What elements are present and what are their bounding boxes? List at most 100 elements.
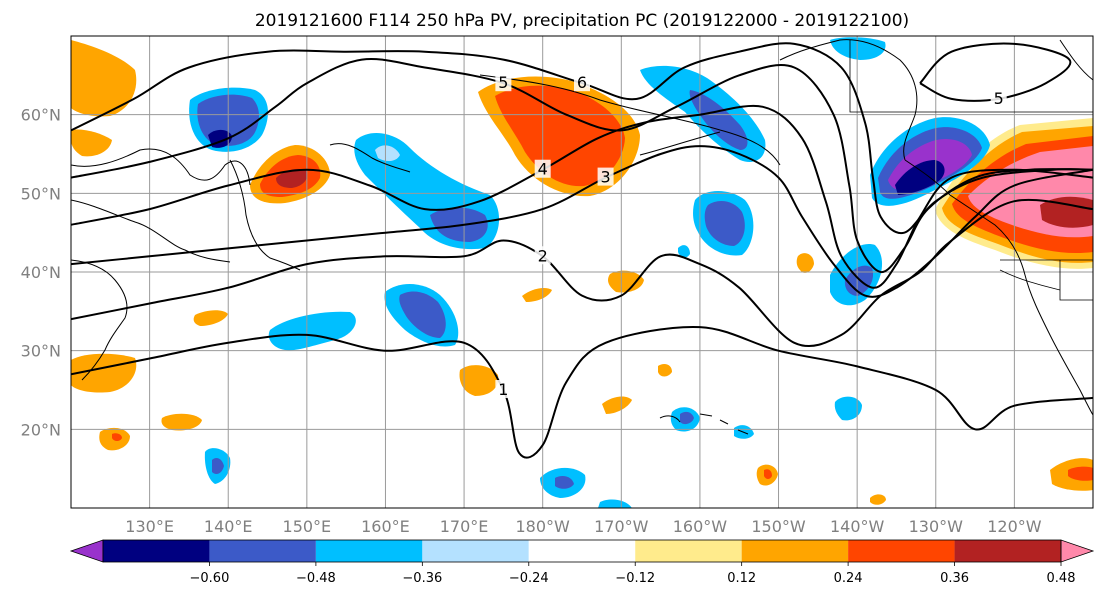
colorbar-tick-label: −0.60 (190, 571, 230, 586)
precip-area-negative (212, 458, 224, 474)
pv-contour-label-bg (534, 159, 551, 178)
latitude-tick-label: 50°N (21, 184, 61, 203)
colorbar-swatch (103, 540, 210, 562)
longitude-tick-label: 160°W (673, 517, 728, 536)
longitude-labels: 130°E 140°E 150°E 160°E 170°E 180°W 170°W 160°W… (125, 517, 1041, 536)
map-title: 2019121600 F114 250 hPa PV, precipitatio… (255, 11, 909, 31)
colorbar-swatch (528, 540, 636, 562)
pv-contour-label-bg (990, 88, 1007, 107)
colorbar-tick-label: 0.12 (727, 571, 756, 586)
pv-contour-label: 5 (994, 89, 1004, 108)
pv-contour-label-bg (495, 380, 512, 398)
pv-contour-label: 1 (498, 380, 508, 399)
precip-area-negative (895, 160, 945, 195)
coastline (329, 143, 411, 173)
precip-area-positive (193, 310, 228, 326)
longitude-tick-label: 160°E (361, 517, 410, 536)
longitude-tick-label: 170°E (440, 517, 489, 536)
precip-area-negative (598, 499, 632, 508)
pv-contour-label-bg (534, 246, 551, 265)
colorbar-swatch (315, 540, 423, 562)
latitude-tick-label: 60°N (21, 106, 61, 125)
latitude-tick-label: 20°N (21, 420, 61, 439)
pv-contour-label: 3 (600, 168, 610, 187)
precip-area-negative (844, 265, 874, 296)
pv-contour-label: 4 (538, 160, 548, 179)
precip-area-positive (658, 364, 672, 377)
precip-area-positive (1040, 196, 1093, 228)
longitude-tick-label: 180°W (516, 517, 571, 536)
precip-area-negative (268, 311, 356, 351)
colorbar-swatch (635, 540, 742, 562)
precip-area-positive (161, 413, 202, 431)
colorbar-swatch (848, 540, 955, 562)
longitude-tick-label: 130°W (909, 517, 964, 536)
colorbar-tick-label: −0.12 (615, 571, 655, 586)
precip-area-positive (495, 85, 625, 187)
pv-contour-line (919, 42, 1072, 102)
pv-contour-line (71, 42, 1093, 235)
precip-area-positive (522, 288, 552, 302)
coastline (1059, 39, 1093, 81)
coastline (779, 39, 918, 161)
precip-area-positive (112, 433, 122, 441)
colorbar-tick-label: 0.48 (1047, 571, 1076, 586)
precip-area-positive (796, 253, 814, 273)
pv-contour-label: 5 (498, 73, 508, 92)
precip-area-positive (764, 469, 772, 479)
precip-area-positive (608, 270, 644, 293)
pv-contour-line (71, 198, 1093, 348)
coastline (71, 259, 128, 381)
pv-contour-line (71, 104, 1093, 289)
pv-contour-label: 2 (538, 246, 548, 265)
coastline (639, 131, 721, 156)
precip-area-positive (459, 365, 499, 396)
colorbar: −0.60 −0.48 −0.36 −0.24 −0.12 0.12 0.24 0.36 0.4… (69, 539, 1095, 586)
graticule (71, 36, 1093, 508)
longitude-tick-label: 130°E (125, 517, 174, 536)
precip-area-negative (689, 90, 748, 150)
latitude-tick-label: 40°N (21, 263, 61, 282)
colorbar-swatch (954, 540, 1061, 562)
coastline (71, 199, 231, 263)
colorbar-extend-low (69, 539, 104, 563)
precip-area-positive (1068, 466, 1093, 481)
pv-contour-label: 6 (577, 73, 587, 92)
precip-area-positive (71, 40, 137, 117)
pv-contour-label-bg (574, 73, 590, 92)
coastline (479, 74, 781, 166)
longitude-tick-label: 120°W (987, 517, 1042, 536)
colorbar-swatch (209, 540, 316, 562)
colorbar-tick-label: −0.48 (296, 571, 336, 586)
precip-area-positive (71, 353, 137, 393)
precip-area-negative (375, 145, 400, 162)
colorbar-tick-label: −0.36 (402, 571, 442, 586)
border-line (849, 40, 1093, 113)
pv-contour-label-bg (495, 73, 512, 92)
colorbar-extend-high (1060, 539, 1095, 563)
precip-area-negative (704, 200, 745, 246)
coastline (229, 159, 301, 271)
pv-contour-line (71, 145, 1093, 298)
precip-area-positive (602, 396, 632, 414)
colorbar-tick-label: 0.24 (834, 571, 863, 586)
latitude-labels: 20°N 30°N 40°N 50°N 60°N (21, 106, 61, 440)
border-line (999, 259, 1093, 301)
coastline (71, 148, 251, 186)
precip-area-negative (834, 396, 862, 421)
precip-area-negative (555, 476, 574, 489)
precip-area-positive (870, 494, 886, 505)
borders (849, 40, 1093, 301)
pv-contour-line (71, 58, 1093, 274)
colorbar-swatch (422, 540, 529, 562)
coastline (659, 413, 749, 435)
pv-contours: 1 2 3 4 5 6 5 (71, 42, 1093, 459)
colorbar-swatch (741, 540, 849, 562)
coastlines (71, 39, 1093, 435)
longitude-tick-label: 150°E (283, 517, 332, 536)
colorbar-tick-label: 0.36 (940, 571, 969, 586)
latitude-tick-label: 30°N (21, 342, 61, 361)
precip-area-negative (680, 411, 694, 425)
